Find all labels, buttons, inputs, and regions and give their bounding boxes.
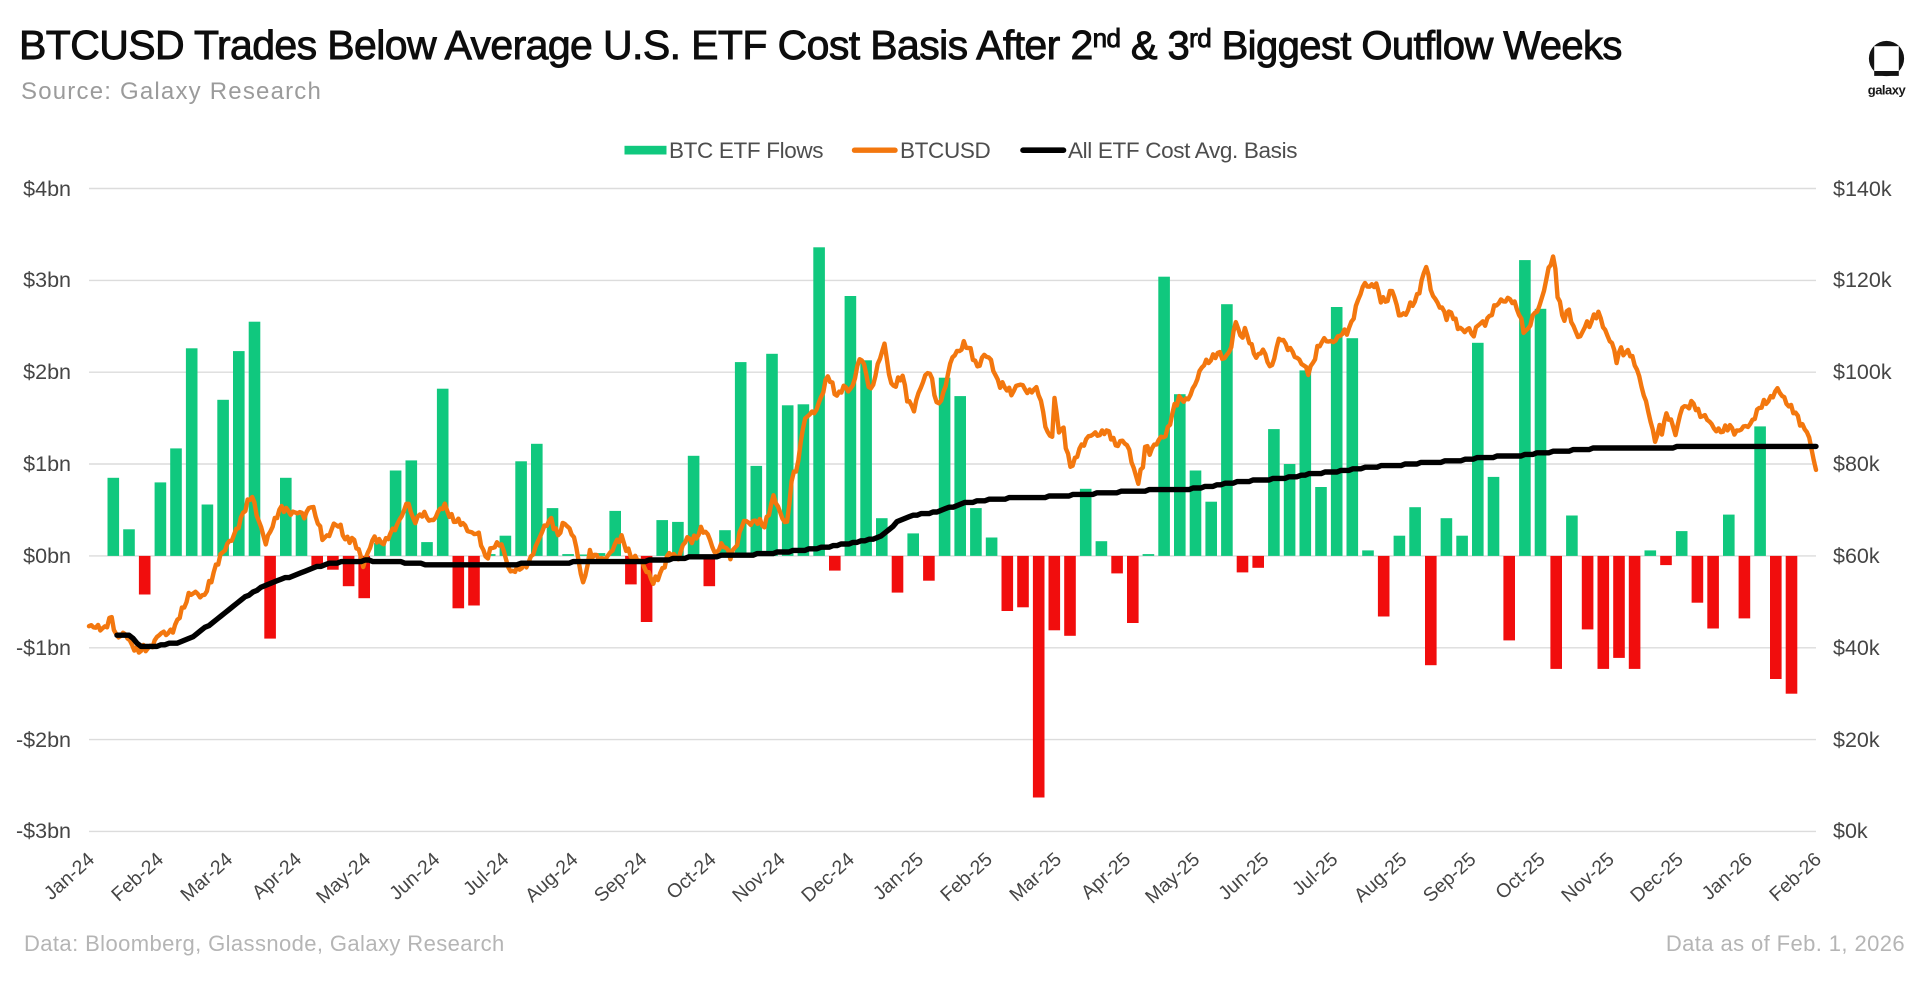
svg-text:$40k: $40k: [1833, 636, 1880, 660]
svg-text:$60k: $60k: [1833, 544, 1880, 568]
svg-text:All ETF Cost Avg. Basis: All ETF Cost Avg. Basis: [1068, 138, 1297, 163]
svg-text:$0k: $0k: [1833, 819, 1868, 843]
svg-text:Data: Bloomberg, Glassnode, Ga: Data: Bloomberg, Glassnode, Galaxy Resea…: [24, 931, 505, 956]
svg-text:$0bn: $0bn: [23, 544, 71, 568]
svg-text:$100k: $100k: [1833, 360, 1892, 384]
svg-text:-$1bn: -$1bn: [16, 636, 71, 660]
svg-text:Source: Galaxy Research: Source: Galaxy Research: [21, 78, 322, 105]
svg-text:Data as of Feb. 1, 2026: Data as of Feb. 1, 2026: [1666, 931, 1905, 956]
svg-text:$2bn: $2bn: [23, 360, 71, 384]
svg-text:galaxy: galaxy: [1868, 83, 1907, 98]
svg-text:$140k: $140k: [1833, 177, 1892, 201]
svg-text:$1bn: $1bn: [23, 452, 71, 476]
svg-text:-$2bn: -$2bn: [16, 728, 71, 752]
svg-text:$120k: $120k: [1833, 268, 1892, 292]
svg-text:BTCUSD Trades Below Average U.: BTCUSD Trades Below Average U.S. ETF Cos…: [19, 22, 1622, 68]
svg-text:$80k: $80k: [1833, 452, 1880, 476]
svg-text:BTC ETF Flows: BTC ETF Flows: [669, 138, 823, 163]
svg-text:$20k: $20k: [1833, 728, 1880, 752]
svg-text:-$3bn: -$3bn: [16, 819, 71, 843]
svg-text:$4bn: $4bn: [23, 177, 71, 201]
svg-text:BTCUSD: BTCUSD: [900, 138, 991, 163]
svg-text:$3bn: $3bn: [23, 268, 71, 292]
